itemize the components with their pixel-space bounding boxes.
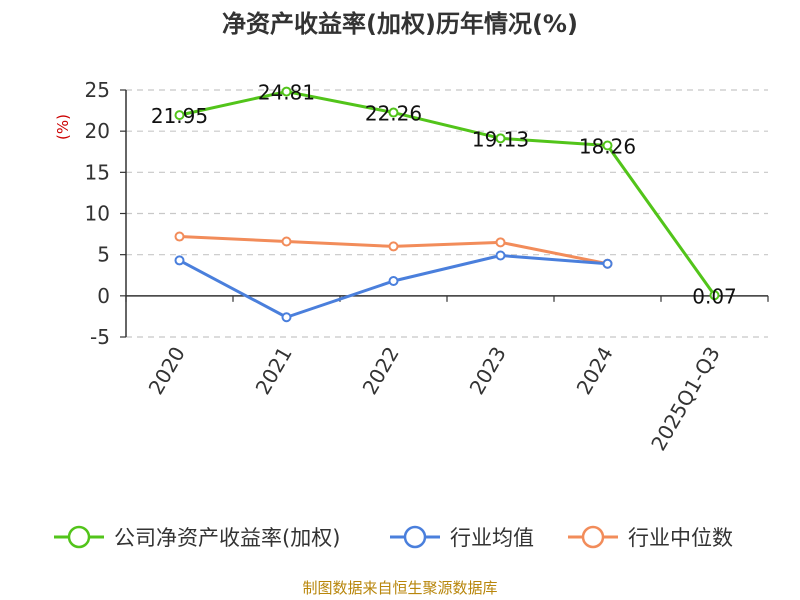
x-tick-label: 2024 (572, 343, 618, 399)
series-group (174, 86, 720, 323)
legend-label: 行业均值 (450, 526, 534, 550)
y-tick-label: -5 (90, 325, 110, 349)
x-axis-ticks: 2020 2021 2022 2023 2024 2025Q1-Q3 (125, 295, 769, 455)
legend-label: 行业中位数 (628, 526, 733, 550)
y-tick-label: 15 (85, 160, 110, 184)
data-point (281, 236, 292, 247)
legend-swatch-marker (67, 525, 91, 549)
data-point (281, 86, 292, 97)
data-point (281, 312, 292, 323)
data-label: 18.26 (579, 134, 636, 158)
y-axis-ticks: 25 20 15 10 5 0 -5 (85, 78, 126, 349)
data-point (174, 110, 185, 121)
y-tick-label: 10 (85, 202, 110, 226)
x-tick-label: 2020 (144, 343, 190, 399)
x-tick-label: 2021 (251, 343, 297, 399)
data-label: 0.07 (692, 284, 737, 308)
data-point (388, 107, 399, 118)
data-point (174, 231, 185, 242)
data-point (388, 241, 399, 252)
legend: 公司净资产收益率(加权) 行业均值 行业中位数 (54, 525, 733, 550)
data-labels: 21.95 24.81 22.26 19.13 18.26 0.07 (151, 81, 737, 309)
data-point (388, 276, 399, 287)
legend-label: 公司净资产收益率(加权) (114, 526, 340, 550)
series-line (178, 253, 608, 319)
y-axis-label: (%) (54, 114, 72, 140)
data-point (174, 255, 185, 266)
data-point (495, 237, 506, 248)
data-point (495, 133, 506, 144)
series-line (179, 90, 716, 297)
legend-swatch-marker (403, 525, 427, 549)
gridlines (126, 89, 768, 338)
data-point (602, 258, 613, 269)
data-label: 24.81 (258, 81, 315, 105)
y-tick-label: 20 (85, 119, 110, 143)
legend-swatch-marker (581, 525, 605, 549)
data-point (602, 140, 613, 151)
y-tick-label: 25 (85, 78, 110, 102)
x-tick-label: 2023 (465, 343, 511, 399)
x-tick-label: 2025Q1-Q3 (646, 343, 725, 455)
data-label: 21.95 (151, 104, 208, 128)
data-point (709, 290, 720, 301)
y-tick-label: 5 (97, 243, 110, 267)
source-note: 制图数据来自恒生聚源数据库 (302, 579, 497, 597)
y-tick-label: 0 (97, 284, 110, 308)
data-label: 22.26 (365, 102, 422, 126)
data-point (495, 250, 506, 261)
data-label: 19.13 (472, 127, 529, 151)
x-tick-label: 2022 (358, 343, 404, 399)
chart-title: 净资产收益率(加权)历年情况(%) (222, 10, 578, 38)
